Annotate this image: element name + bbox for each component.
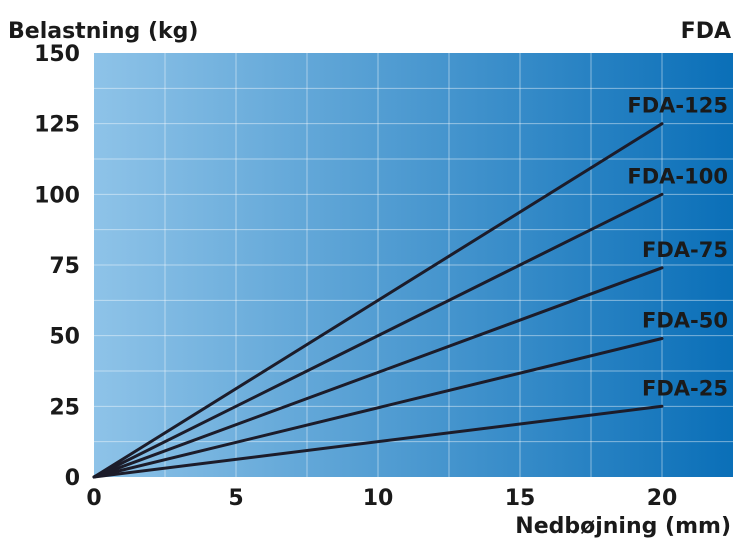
series-label: FDA-100 xyxy=(627,164,728,188)
y-tick-labels: 0 25 50 75 100 125 150 xyxy=(34,42,80,491)
plot-area xyxy=(94,53,733,477)
series-line xyxy=(92,122,664,479)
x-axis-title: Nedbøjning (mm) xyxy=(515,514,731,538)
y-tick-label: 25 xyxy=(49,395,80,420)
series-labels: FDA-125 FDA-100 FDA-75 FDA-50 FDA-25 xyxy=(627,94,728,401)
x-tick-label: 0 xyxy=(86,486,101,511)
y-tick-label: 125 xyxy=(34,113,80,138)
y-axis-title: Belastning (kg) xyxy=(8,19,198,44)
y-tick-label: 0 xyxy=(65,466,80,491)
series-lines xyxy=(92,122,664,479)
series-line xyxy=(92,266,664,479)
series-label: FDA-75 xyxy=(642,238,728,262)
series-line xyxy=(92,404,664,479)
x-tick-label: 5 xyxy=(228,486,243,511)
series-label: FDA-50 xyxy=(642,308,728,332)
x-tick-label: 10 xyxy=(363,486,394,511)
y-tick-label: 75 xyxy=(49,254,80,279)
series-label: FDA-125 xyxy=(627,94,728,118)
x-tick-label: 20 xyxy=(647,486,678,511)
x-tick-label: 15 xyxy=(505,486,536,511)
y-tick-label: 100 xyxy=(34,183,80,208)
y-tick-label: 150 xyxy=(34,42,80,67)
series-line xyxy=(92,192,664,479)
y-tick-label: 50 xyxy=(49,325,80,350)
chart-title: FDA xyxy=(681,19,731,44)
series-label: FDA-25 xyxy=(642,376,728,400)
series-line xyxy=(92,337,664,479)
x-tick-labels: 0 5 10 15 20 xyxy=(86,486,677,511)
